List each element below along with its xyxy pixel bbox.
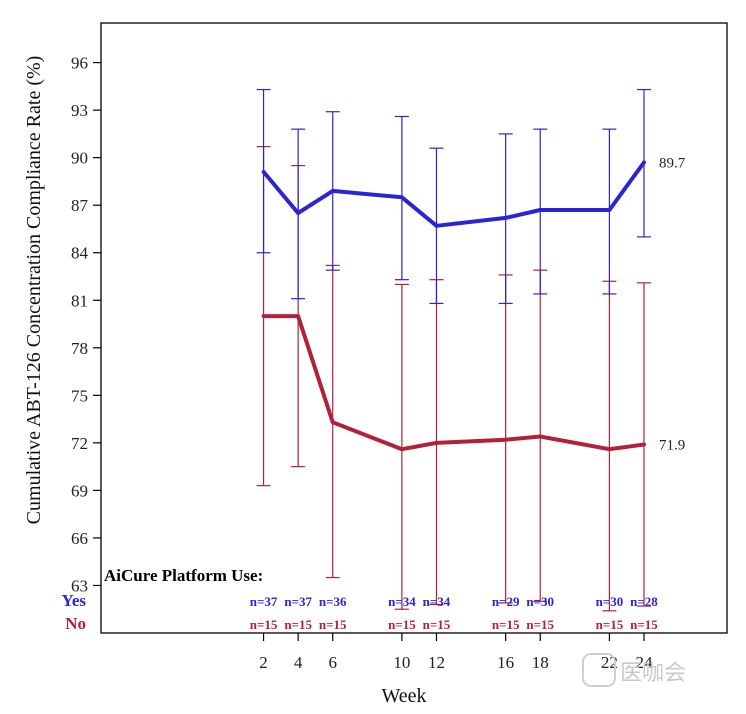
n-label-yes: n=29 <box>492 594 520 609</box>
n-label-yes: n=34 <box>423 594 451 609</box>
group-label-no: No <box>65 614 86 633</box>
x-tick-label: 24 <box>635 653 653 672</box>
y-axis-label: Cumulative ABT-126 Concentration Complia… <box>23 56 45 525</box>
watermark-text: 医咖会 <box>620 661 686 686</box>
x-axis: 2 4 6 10 12 16 18 22 24 <box>259 633 653 672</box>
y-tick-label: 69 <box>71 481 88 500</box>
n-label-yes: n=28 <box>630 594 658 609</box>
y-tick-label: 84 <box>71 244 89 263</box>
x-tick-label: 10 <box>393 653 410 672</box>
n-label-no: n=15 <box>250 617 278 632</box>
x-tick-label: 6 <box>328 653 337 672</box>
x-tick-label: 12 <box>428 653 445 672</box>
x-tick-label: 18 <box>532 653 549 672</box>
watermark-logo-icon <box>582 653 616 687</box>
watermark: 医咖会 <box>582 653 686 687</box>
y-tick-label: 96 <box>71 54 88 73</box>
plot-frame <box>100 22 728 634</box>
y-tick-label: 93 <box>71 101 88 120</box>
end-labels: 89.7 71.9 <box>659 155 686 453</box>
group-label-yes: Yes <box>61 591 86 610</box>
end-value-label-no: 71.9 <box>659 437 685 453</box>
x-tick-label: 4 <box>294 653 303 672</box>
n-label-yes: n=37 <box>284 594 312 609</box>
n-label-no: n=15 <box>284 617 312 632</box>
x-axis-label: Week <box>381 685 426 707</box>
y-tick-label: 72 <box>71 434 88 453</box>
n-label-yes: n=30 <box>596 594 624 609</box>
series-lines <box>261 160 646 452</box>
n-label-no: n=15 <box>492 617 520 632</box>
end-value-label-yes: 89.7 <box>659 155 686 171</box>
n-label-yes: n=37 <box>250 594 278 609</box>
y-tick-label: 87 <box>71 196 89 215</box>
error-bars <box>256 88 651 612</box>
n-label-no: n=15 <box>596 617 624 632</box>
y-tick-label: 90 <box>71 149 88 168</box>
y-tick-label: 66 <box>71 529 88 548</box>
n-label-yes: n=36 <box>319 594 347 609</box>
y-tick-label: 63 <box>71 576 88 595</box>
sample-size-labels: n=37 n=37 n=36 n=34 n=34 n=29 n=30 n=30 n=28 n=15… <box>250 594 659 632</box>
x-tick-label: 16 <box>497 653 514 672</box>
y-tick-label: 81 <box>71 291 88 310</box>
y-tick-label: 75 <box>71 386 88 405</box>
n-label-no: n=15 <box>319 617 347 632</box>
annotation-heading: AiCure Platform Use: <box>104 566 263 585</box>
series-line-no <box>261 314 646 452</box>
n-label-no: n=15 <box>526 617 554 632</box>
x-tick-label: 2 <box>259 653 268 672</box>
n-label-no: n=15 <box>423 617 451 632</box>
series-line-yes <box>261 160 646 228</box>
y-axis: 63 66 69 72 75 78 81 84 87 90 93 96 <box>71 54 101 595</box>
y-tick-label: 78 <box>71 339 88 358</box>
n-label-no: n=15 <box>388 617 416 632</box>
n-label-yes: n=34 <box>388 594 416 609</box>
n-label-yes: n=30 <box>526 594 554 609</box>
n-label-no: n=15 <box>630 617 658 632</box>
